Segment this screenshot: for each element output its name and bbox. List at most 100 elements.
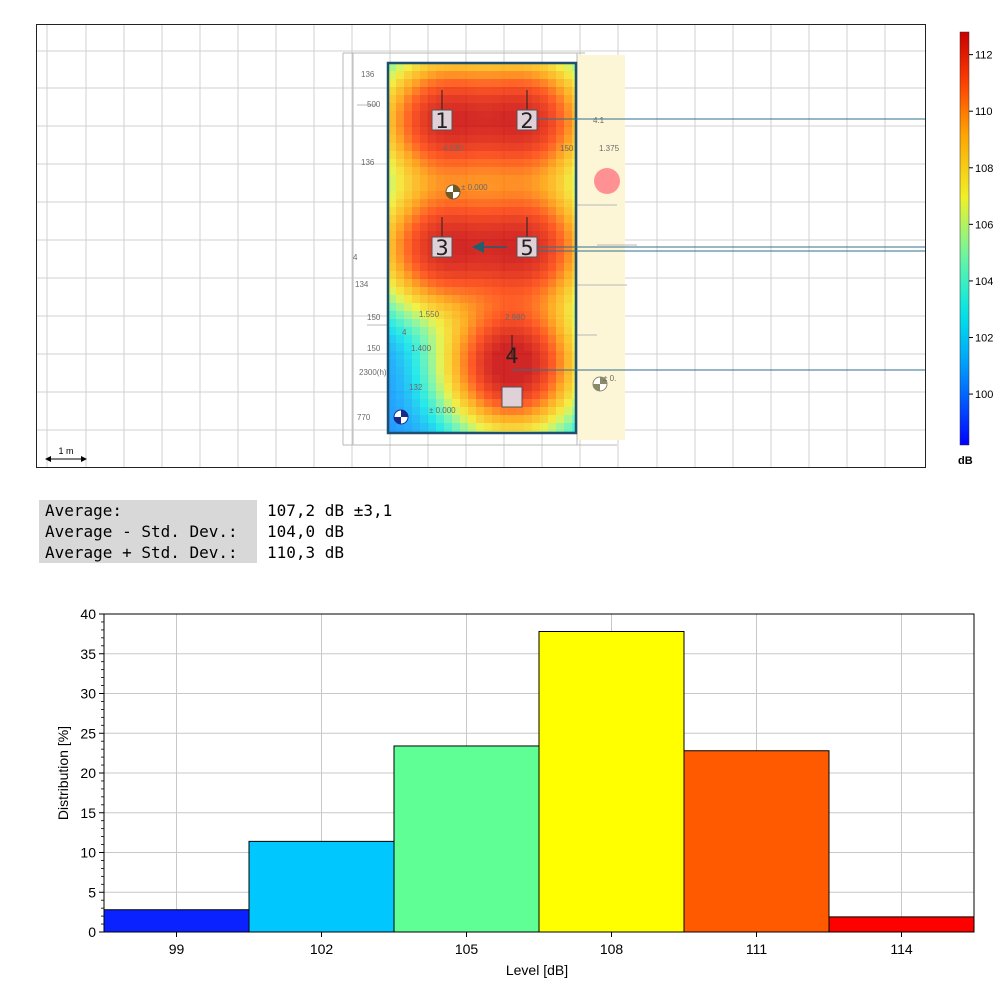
heat-cell xyxy=(452,423,460,431)
heat-cell xyxy=(444,151,452,159)
heat-cell xyxy=(444,367,452,375)
heat-cell xyxy=(476,159,484,167)
source-label: 4 xyxy=(505,344,518,368)
heat-cell xyxy=(532,143,540,151)
dimension-label: 4 xyxy=(402,328,407,337)
heat-cell xyxy=(572,71,576,79)
heat-cell xyxy=(412,303,420,311)
heat-cell xyxy=(548,271,556,279)
heat-cell xyxy=(452,239,460,247)
heat-cell xyxy=(396,343,404,351)
heat-cell xyxy=(460,255,468,263)
heat-cell xyxy=(444,215,452,223)
dimension-label: 4.530 xyxy=(443,144,464,153)
heat-cell xyxy=(444,335,452,343)
heat-cell xyxy=(476,271,484,279)
sound-source: 3 xyxy=(431,217,453,260)
heat-cell xyxy=(548,183,556,191)
heat-cell xyxy=(508,223,516,231)
heat-cell xyxy=(460,231,468,239)
heat-cell xyxy=(404,111,412,119)
heat-cell xyxy=(556,127,564,135)
heat-cell xyxy=(532,407,540,415)
heat-cell xyxy=(468,343,476,351)
heatmap-panel[interactable]: 136 500 136 4.530 150 1.375 ± 0.000 4 134 150 1.55… xyxy=(36,24,926,468)
heat-cell xyxy=(460,391,468,399)
heat-cell xyxy=(508,167,516,175)
heat-cell xyxy=(492,271,500,279)
heat-cell xyxy=(460,279,468,287)
heat-cell xyxy=(396,175,404,183)
heat-cell xyxy=(540,287,548,295)
heat-cell xyxy=(412,87,420,95)
heat-cell xyxy=(564,239,572,247)
heat-cell xyxy=(444,71,452,79)
y-tick-label: 30 xyxy=(80,686,96,702)
heat-cell xyxy=(548,287,556,295)
heat-cell xyxy=(404,391,412,399)
heat-cell xyxy=(524,271,532,279)
heat-cell xyxy=(388,263,396,271)
heat-cell xyxy=(468,191,476,199)
heat-cell xyxy=(396,207,404,215)
heat-cell xyxy=(564,383,572,391)
heat-cell xyxy=(428,303,436,311)
heat-cell xyxy=(420,239,428,247)
heat-cell xyxy=(468,335,476,343)
heat-cell xyxy=(444,311,452,319)
heat-cell xyxy=(396,375,404,383)
heat-cell xyxy=(508,103,516,111)
sound-source: 2 xyxy=(516,90,538,133)
heat-cell xyxy=(492,151,500,159)
heat-cell xyxy=(548,215,556,223)
heat-cell xyxy=(532,95,540,103)
heat-cell xyxy=(388,127,396,135)
heat-cell xyxy=(540,199,548,207)
heat-cell xyxy=(484,71,492,79)
heat-cell xyxy=(572,359,576,367)
heat-cell xyxy=(524,63,532,71)
heat-cell xyxy=(500,191,508,199)
survey-point-icon xyxy=(393,409,409,425)
heat-cell xyxy=(420,191,428,199)
heat-cell xyxy=(548,391,556,399)
heat-cell xyxy=(532,71,540,79)
heat-cell xyxy=(436,415,444,423)
heat-cell xyxy=(460,207,468,215)
heat-cell xyxy=(420,63,428,71)
heat-cell xyxy=(556,63,564,71)
heat-cell xyxy=(556,407,564,415)
histogram-bar xyxy=(683,750,830,933)
stat-average-minus-std: Average - Std. Dev.: 104,0 dB xyxy=(39,521,392,542)
dimension-label: 150 xyxy=(367,313,381,322)
heat-cell xyxy=(516,223,524,231)
heat-cell xyxy=(548,223,556,231)
dimension-label: 132 xyxy=(409,383,423,392)
heat-cell xyxy=(564,343,572,351)
heat-cell xyxy=(532,199,540,207)
heat-cell xyxy=(572,287,576,295)
heat-cell xyxy=(476,255,484,263)
heat-cell xyxy=(428,383,436,391)
heat-cell xyxy=(540,335,548,343)
histogram-bar xyxy=(103,909,250,933)
heat-cell xyxy=(508,199,516,207)
marker-dot xyxy=(594,168,620,194)
heat-cell xyxy=(572,207,576,215)
heat-cell xyxy=(396,255,404,263)
heat-cell xyxy=(540,159,548,167)
heat-cell xyxy=(492,143,500,151)
x-tick-label: 111 xyxy=(746,941,767,957)
heat-cell xyxy=(572,151,576,159)
y-axis-label: Distribution [%] xyxy=(55,726,71,820)
heat-cell xyxy=(420,343,428,351)
heat-cell xyxy=(572,119,576,127)
heat-cell xyxy=(524,175,532,183)
heat-cell xyxy=(564,127,572,135)
heat-cell xyxy=(484,319,492,327)
heat-cell xyxy=(460,183,468,191)
heat-cell xyxy=(516,175,524,183)
heat-cell xyxy=(476,415,484,423)
x-axis-label: Level [dB] xyxy=(506,962,568,978)
